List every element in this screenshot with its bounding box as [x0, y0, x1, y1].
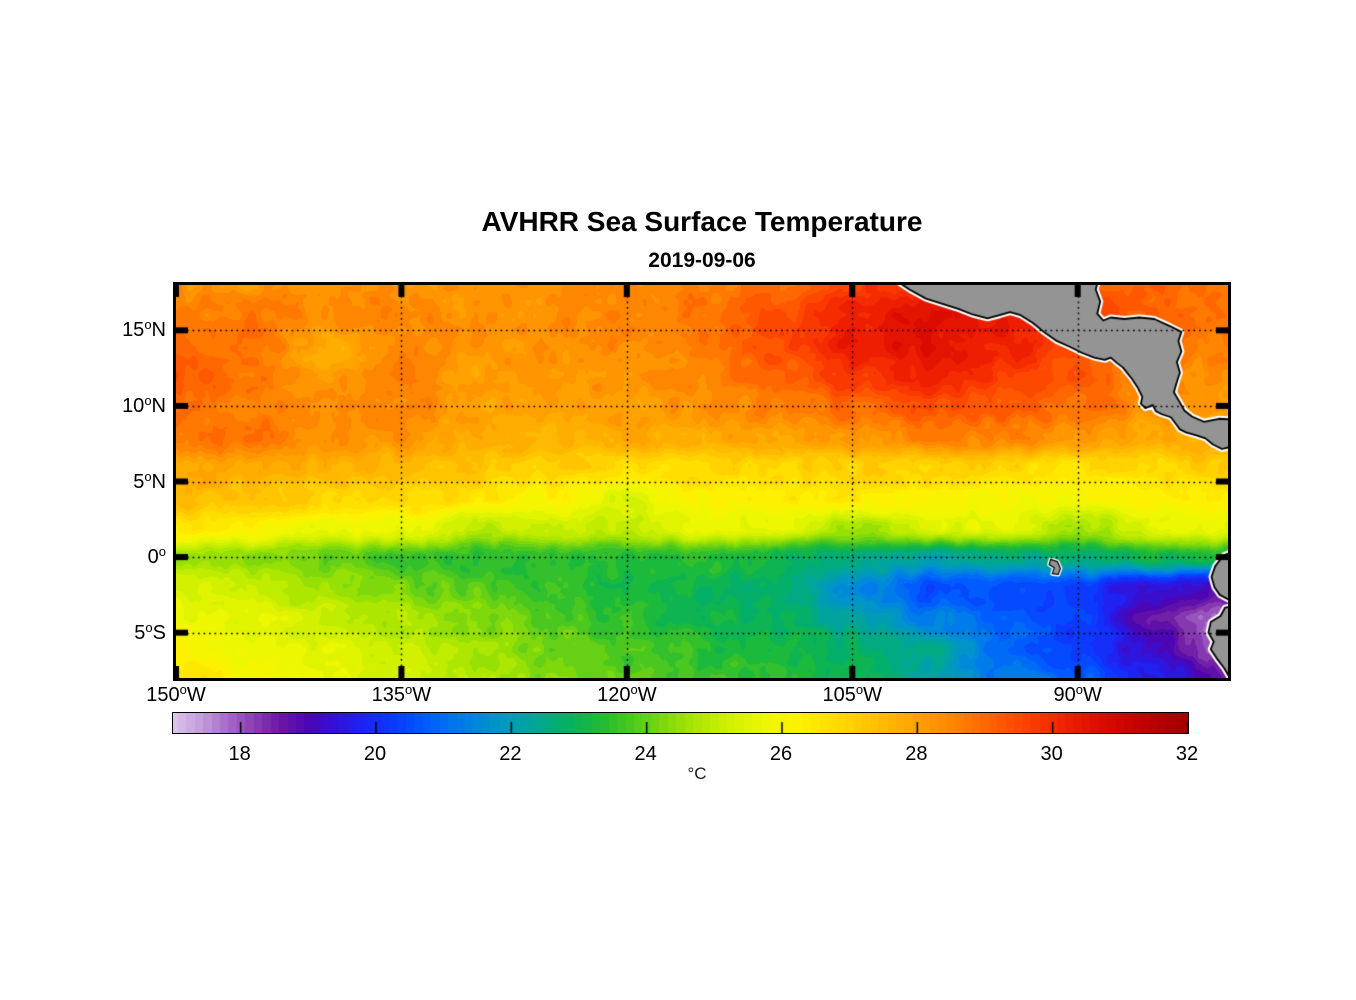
colorbar-tick-label: 22	[499, 743, 522, 765]
x-tick-label: 90oW	[1053, 682, 1102, 706]
y-tick-label: 5oS	[134, 619, 166, 644]
colorbar-frame	[172, 712, 1189, 734]
colorbar-tick-label: 18	[228, 743, 251, 765]
chart-date: 2019-09-06	[648, 249, 756, 272]
y-tick-label: 5oN	[133, 468, 166, 493]
sst-heatmap-canvas	[176, 285, 1228, 678]
colorbar-tick-label: 30	[1040, 743, 1063, 765]
y-tick-label: 10oN	[122, 392, 166, 417]
y-tick-label: 0o	[147, 544, 166, 569]
y-tick-label: 15oN	[122, 317, 166, 342]
colorbar-tick-label: 28	[905, 743, 928, 765]
colorbar-canvas	[173, 713, 1188, 733]
x-tick-label: 120oW	[597, 682, 657, 706]
map-frame	[173, 282, 1231, 681]
x-tick-label: 105oW	[822, 682, 883, 706]
colorbar-tick-label: 20	[363, 743, 387, 765]
colorbar-tick-label: 24	[634, 743, 657, 765]
x-tick-label: 135oW	[371, 682, 432, 706]
x-tick-label: 150oW	[146, 682, 206, 706]
chart-title: AVHRR Sea Surface Temperature	[481, 206, 923, 237]
colorbar-tick-label: 26	[769, 743, 793, 765]
colorbar-unit-label: °C	[687, 764, 707, 783]
colorbar-tick-label: 32	[1175, 743, 1199, 765]
